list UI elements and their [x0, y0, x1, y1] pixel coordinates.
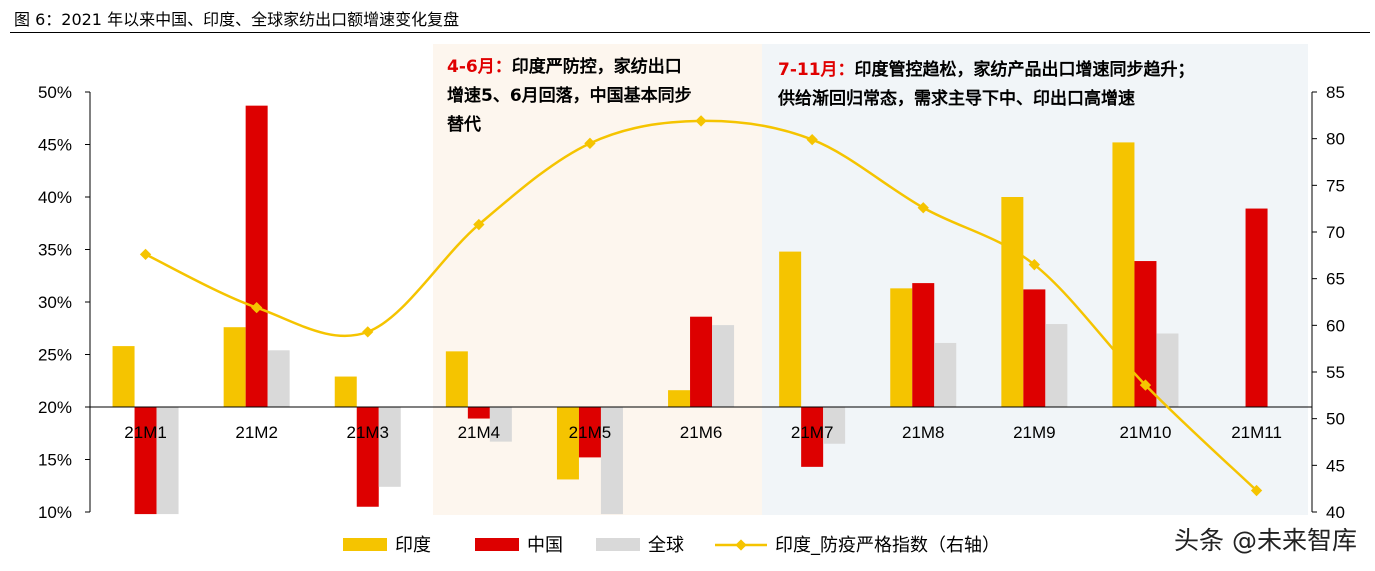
bar-china	[245, 105, 268, 408]
period-shading	[433, 44, 1308, 515]
title-rule	[10, 32, 1370, 33]
left-tick-label: 45%	[38, 136, 72, 155]
x-tick-label: 21M3	[346, 423, 389, 442]
bar-india	[112, 346, 135, 407]
right-tick-label: 60	[1326, 316, 1345, 335]
x-tick-label: 21M8	[902, 423, 945, 442]
right-tick-label: 55	[1326, 363, 1345, 382]
annotation-line: 7-11月：印度管控趋松，家纺产品出口增速同步趋升；	[778, 59, 1195, 80]
legend-label: 印度_防疫严格指数（右轴）	[775, 535, 1000, 556]
bar-india	[890, 288, 913, 407]
annotation-text: 印度严防控，家纺出口	[512, 56, 682, 77]
left-tick-label: 15%	[38, 451, 72, 470]
right-tick-label: 45	[1326, 456, 1345, 475]
left-tick-label: 10%	[38, 503, 72, 522]
left-tick-label: 25%	[38, 346, 72, 365]
bar-india	[334, 376, 357, 407]
right-tick-label: 75	[1326, 176, 1345, 195]
index-point	[584, 137, 596, 149]
shade-jul-nov	[762, 44, 1308, 515]
annotation-line: 供给渐回归常态，需求主导下中、印出口高增速	[777, 88, 1135, 109]
bar-global	[934, 342, 957, 407]
x-tick-label: 21M4	[458, 423, 501, 442]
left-tick-label: 40%	[38, 188, 72, 207]
x-tick-label: 21M7	[791, 423, 834, 442]
index-point	[362, 326, 374, 338]
bar-india	[223, 327, 246, 407]
index-point	[139, 248, 152, 261]
figure-title: 图 6：2021 年以来中国、印度、全球家纺出口额增速变化复盘	[14, 10, 460, 29]
right-tick-label: 65	[1326, 270, 1345, 289]
index-point	[1139, 379, 1152, 391]
legend-swatch	[596, 538, 640, 551]
bar-china	[1134, 261, 1157, 407]
x-tick-label: 21M10	[1119, 423, 1171, 442]
x-tick-label: 21M5	[569, 423, 612, 442]
legend-label: 全球	[648, 535, 684, 556]
index-point	[1028, 259, 1041, 271]
legend-line-marker	[735, 539, 747, 551]
bar-global	[378, 407, 401, 487]
bar-global	[600, 407, 623, 515]
bar-global	[1156, 333, 1179, 407]
bar-india	[556, 407, 579, 480]
bar-india	[779, 251, 802, 407]
annotation-period: 4-6月：	[447, 57, 512, 77]
bar-global	[267, 350, 290, 407]
bar-global	[712, 325, 735, 407]
bar-india	[1001, 197, 1024, 407]
bar-global	[489, 407, 512, 442]
bar-global	[156, 407, 179, 515]
right-tick-label: 50	[1326, 410, 1345, 429]
bar-china	[578, 407, 601, 458]
index-point	[917, 202, 929, 214]
legend-swatch	[343, 538, 387, 551]
bar-china	[801, 407, 824, 467]
annotations: 4-6月：印度严防控，家纺出口增速5、6月回落，中国基本同步替代7-11月：印度…	[447, 56, 1195, 135]
legend-label: 印度	[395, 535, 431, 556]
bar-china	[1023, 289, 1046, 407]
index-point	[250, 301, 263, 314]
bar-global	[823, 407, 846, 444]
left-tick-label: 20%	[38, 398, 72, 417]
bar-global	[1045, 324, 1068, 407]
annotation-period: 7-11月：	[778, 60, 855, 80]
bar-china	[912, 283, 935, 407]
x-tick-label: 21M2	[235, 423, 278, 442]
watermark: 头条 @未来智库	[1174, 526, 1357, 555]
left-tick-label: 30%	[38, 293, 72, 312]
x-tick-label: 21M1	[124, 423, 167, 442]
bar-china	[134, 407, 157, 515]
left-tick-label: 50%	[38, 83, 72, 102]
axes-group: 10% 15% 20% 25% 30% 35% 40% 45% 50% 40 45 50 55 60 65 7…	[38, 83, 1345, 522]
right-tick-label: 80	[1326, 130, 1345, 149]
x-tick-label: 21M11	[1231, 423, 1282, 442]
bar-china	[467, 407, 490, 419]
index-point	[806, 133, 818, 146]
bar-india	[445, 351, 468, 407]
annotation-line: 替代	[447, 114, 481, 135]
bar-india	[1112, 142, 1135, 407]
bar-china	[690, 316, 713, 407]
index-point	[1250, 484, 1263, 497]
annotation-line: 4-6月：印度严防控，家纺出口	[447, 56, 682, 77]
annotation-text: 印度管控趋松，家纺产品出口增速同步趋升；	[855, 59, 1195, 80]
right-tick-label: 40	[1326, 503, 1345, 522]
index-point	[473, 218, 485, 231]
x-tick-label: 21M9	[1013, 423, 1056, 442]
left-tick-label: 35%	[38, 241, 72, 260]
right-tick-label: 70	[1326, 223, 1345, 242]
bar-india	[668, 390, 691, 407]
bars-group	[112, 105, 1268, 515]
legend-label: 中国	[527, 535, 563, 556]
bar-china	[1245, 208, 1268, 407]
x-tick-labels: 21M1 21M2 21M3 21M4 21M5 21M6 21M7 21M8 21M9 21M1…	[124, 423, 1282, 442]
legend-swatch	[475, 538, 519, 551]
x-tick-label: 21M6	[680, 423, 723, 442]
right-tick-label: 85	[1326, 83, 1345, 102]
annotation-line: 增速5、6月回落，中国基本同步	[447, 85, 692, 106]
bar-china	[356, 407, 379, 507]
legend: 印度 中国 全球 印度_防疫严格指数（右轴）	[343, 535, 1000, 556]
